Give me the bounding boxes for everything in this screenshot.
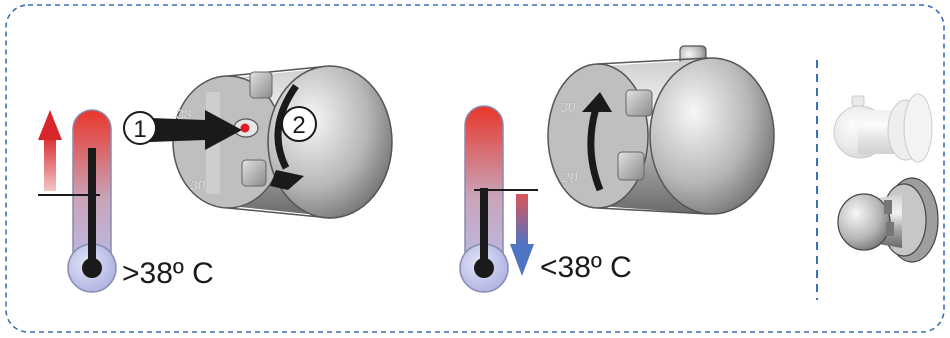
knob-grip-slot [241,159,267,187]
scale-mark-30: 30 [190,177,206,193]
knob-grip-slot [249,71,273,99]
panel-decrease: <38º C 30 20 [459,45,775,293]
rotate-up-arrow-icon [587,107,604,192]
safety-override-button [240,123,250,133]
dashed-frame [5,4,945,333]
arrow-down-icon [510,194,534,276]
thermometer-cold-icon [459,105,509,293]
step-label-2: 2 [292,112,305,139]
thermometer-hot-icon [67,109,117,293]
step-marker-2: 2 [281,106,317,142]
thermostat-knob-rotate-down: 30 20 [547,45,775,215]
knob-grip-slot [625,89,653,117]
step-label-1: 1 [133,116,146,143]
knob-solid-illustration [837,177,939,263]
push-arrow-icon [150,110,242,150]
panel-reference [833,93,939,263]
step-marker-1: 1 [123,111,157,145]
rotate-down-arrow-icon [274,83,299,170]
scale-mark-30: 30 [560,99,576,115]
scale-mark-20: 20 [561,169,578,185]
arrow-up-icon [38,110,62,191]
knob-faded-illustration [833,93,933,163]
temperature-label-high: >38º C [122,257,214,290]
scale-mark-38: 38 [176,106,192,122]
panel-increase: >38º C 38 30 1 2 [38,65,393,293]
temperature-label-low: <38º C [540,251,632,284]
knob-grip-slot [617,151,645,181]
